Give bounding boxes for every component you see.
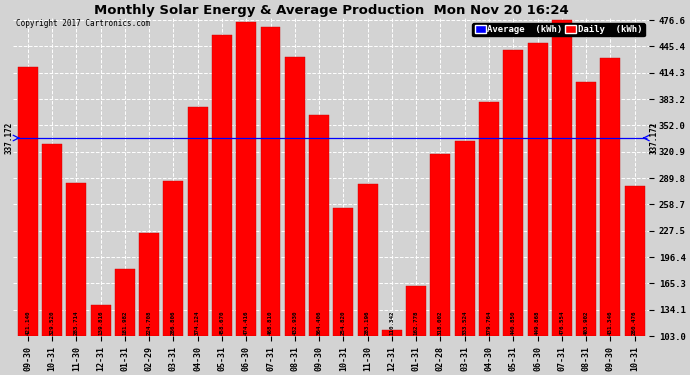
Bar <box>431 154 451 336</box>
Text: 379.764: 379.764 <box>486 310 491 335</box>
Bar <box>479 102 499 336</box>
Text: 337.172: 337.172 <box>4 122 13 154</box>
Text: 286.806: 286.806 <box>171 310 176 335</box>
Bar <box>115 269 135 336</box>
Bar <box>333 208 353 336</box>
Text: 432.930: 432.930 <box>293 310 297 335</box>
Bar <box>528 43 547 336</box>
Text: 476.554: 476.554 <box>560 310 564 335</box>
Bar <box>455 141 475 336</box>
Text: 110.342: 110.342 <box>389 310 395 335</box>
Text: 224.708: 224.708 <box>146 310 152 335</box>
Title: Monthly Solar Energy & Average Production  Mon Nov 20 16:24: Monthly Solar Energy & Average Productio… <box>94 4 569 17</box>
Text: 329.520: 329.520 <box>50 310 55 335</box>
Text: 283.714: 283.714 <box>74 310 79 335</box>
Text: 431.346: 431.346 <box>608 310 613 335</box>
Text: 403.902: 403.902 <box>584 310 589 335</box>
Text: 458.670: 458.670 <box>219 310 224 335</box>
Bar <box>624 186 644 336</box>
Text: 449.868: 449.868 <box>535 310 540 335</box>
Bar <box>357 184 377 336</box>
Text: 474.416: 474.416 <box>244 310 248 335</box>
Text: 337.172: 337.172 <box>649 122 658 154</box>
Bar <box>188 107 208 336</box>
Bar <box>406 285 426 336</box>
Bar <box>66 183 86 336</box>
Text: 364.406: 364.406 <box>317 310 322 335</box>
Text: 162.778: 162.778 <box>414 310 419 335</box>
Text: 283.196: 283.196 <box>365 310 370 335</box>
Bar <box>600 58 620 336</box>
Bar <box>212 35 232 336</box>
Text: 139.816: 139.816 <box>98 310 103 335</box>
Text: 333.524: 333.524 <box>462 310 467 335</box>
Text: 181.982: 181.982 <box>122 310 128 335</box>
Legend: Average  (kWh), Daily  (kWh): Average (kWh), Daily (kWh) <box>473 23 644 36</box>
Bar <box>552 20 572 336</box>
Bar <box>503 50 523 336</box>
Bar <box>236 22 256 336</box>
Bar <box>309 115 329 336</box>
Bar <box>90 305 110 336</box>
Bar <box>576 81 596 336</box>
Bar <box>164 181 184 336</box>
Text: 280.476: 280.476 <box>632 310 637 335</box>
Text: 318.002: 318.002 <box>438 310 443 335</box>
Bar <box>18 67 38 336</box>
Text: Copyright 2017 Cartronics.com: Copyright 2017 Cartronics.com <box>16 19 150 28</box>
Text: 440.850: 440.850 <box>511 310 516 335</box>
Bar <box>261 27 280 336</box>
Text: 374.124: 374.124 <box>195 310 200 335</box>
Bar <box>382 330 402 336</box>
Text: 468.810: 468.810 <box>268 310 273 335</box>
Text: 421.140: 421.140 <box>26 310 30 335</box>
Bar <box>42 144 62 336</box>
Bar <box>285 57 305 336</box>
Bar <box>139 233 159 336</box>
Text: 254.820: 254.820 <box>341 310 346 335</box>
